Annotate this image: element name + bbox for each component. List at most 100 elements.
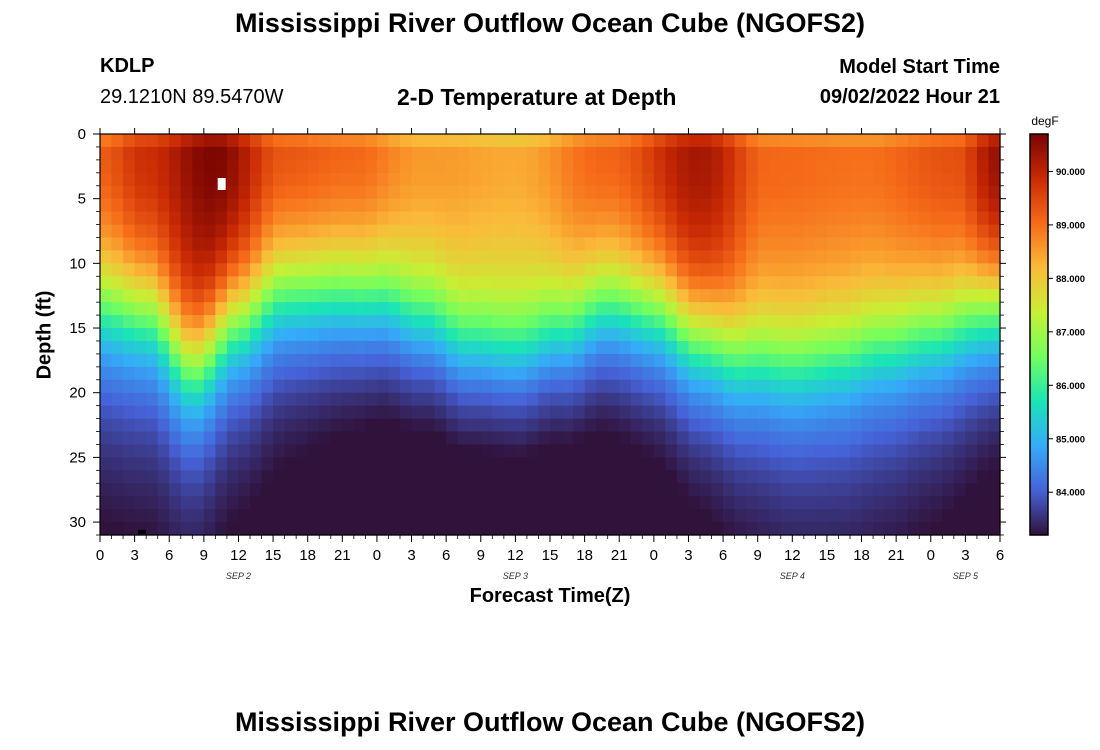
heatmap-cell <box>803 198 816 213</box>
heatmap-cell <box>676 366 690 381</box>
heatmap-cell <box>100 250 113 264</box>
heatmap-cell <box>353 315 366 329</box>
heatmap-cell <box>665 315 678 329</box>
heatmap-cell <box>400 405 413 420</box>
heatmap-cell <box>180 509 193 523</box>
heatmap-cell <box>953 418 966 433</box>
heatmap-cell <box>423 392 436 407</box>
heatmap-cell <box>469 328 482 342</box>
heatmap-cell <box>238 146 251 161</box>
heatmap-cell <box>607 392 620 407</box>
heatmap-cell <box>284 405 297 420</box>
heatmap-cell <box>319 172 332 187</box>
heatmap-cell <box>734 431 747 446</box>
heatmap-cell <box>723 198 736 213</box>
heatmap-cell <box>492 418 505 433</box>
heatmap-cell <box>630 302 643 316</box>
heatmap-cell <box>596 431 609 446</box>
heatmap-cell <box>261 418 274 433</box>
heatmap-cell <box>573 405 586 420</box>
heatmap-cell <box>653 392 666 407</box>
heatmap-cell <box>342 198 355 213</box>
heatmap-cell <box>930 444 943 458</box>
heatmap-cell <box>688 328 701 342</box>
heatmap-cell <box>780 353 793 368</box>
heatmap-cell <box>769 431 782 446</box>
heatmap-cell <box>388 328 401 342</box>
heatmap-cell <box>365 211 378 226</box>
heatmap-cell <box>376 379 390 394</box>
heatmap-cell <box>342 340 355 355</box>
heatmap-cell <box>480 483 493 497</box>
heatmap-cell <box>388 379 401 394</box>
heatmap-cell <box>307 418 320 433</box>
heatmap-cell <box>700 483 713 497</box>
heatmap-cell <box>734 159 747 174</box>
heatmap-cell <box>642 470 655 484</box>
heatmap-cell <box>584 444 597 458</box>
heatmap-cell <box>665 444 678 458</box>
heatmap-cell <box>100 276 113 290</box>
heatmap-cell <box>192 211 205 226</box>
heatmap-cell <box>930 159 943 174</box>
heatmap-cell <box>700 146 713 161</box>
heatmap-cell <box>757 509 770 523</box>
heatmap-cell <box>400 276 413 290</box>
heatmap-cell <box>492 457 505 471</box>
heatmap-cell <box>803 444 816 458</box>
heatmap-cell <box>607 509 620 523</box>
heatmap-cell <box>134 276 147 290</box>
heatmap-cell <box>111 159 124 174</box>
heatmap-cell <box>907 457 920 471</box>
heatmap-cell <box>607 457 620 471</box>
heatmap-cell <box>492 483 505 497</box>
heatmap-cell <box>607 431 620 446</box>
heatmap-cell <box>503 289 516 303</box>
heatmap-cell <box>665 457 678 471</box>
heatmap-cell <box>480 457 493 471</box>
heatmap-cell <box>250 470 263 484</box>
heatmap-cell <box>284 353 297 368</box>
heatmap-cell <box>573 392 586 407</box>
heatmap-cell <box>942 353 955 368</box>
heatmap-cell <box>769 457 782 471</box>
heatmap-cell <box>780 315 793 329</box>
heatmap-cell <box>573 457 586 471</box>
heatmap-cell <box>953 289 966 303</box>
heatmap-cell <box>550 444 563 458</box>
heatmap-cell <box>446 185 459 200</box>
heatmap-cell <box>930 418 943 433</box>
heatmap-cell <box>296 159 309 174</box>
heatmap-cell <box>746 224 759 239</box>
heatmap-cell <box>642 405 655 420</box>
heatmap-cell <box>850 431 863 446</box>
heatmap-cell <box>884 134 897 148</box>
heatmap-cell <box>919 172 932 187</box>
heatmap-cell <box>446 483 459 497</box>
heatmap-cell <box>515 509 528 523</box>
heatmap-cell <box>769 159 782 174</box>
heatmap-cell <box>411 522 424 536</box>
heatmap-cell <box>469 418 482 433</box>
heatmap-cell <box>953 496 966 510</box>
heatmap-cell <box>365 302 378 316</box>
heatmap-cell <box>711 250 724 264</box>
heatmap-cell <box>826 522 840 536</box>
heatmap-cell <box>815 496 828 510</box>
heatmap-cell <box>711 224 724 239</box>
heatmap-cell <box>573 353 586 368</box>
heatmap-cell <box>342 483 355 497</box>
heatmap-cell <box>526 211 540 226</box>
heatmap-cell <box>746 289 759 303</box>
heatmap-cell <box>111 509 124 523</box>
heatmap-cell <box>492 496 505 510</box>
heatmap-cell <box>330 237 343 252</box>
heatmap-cell <box>480 431 493 446</box>
heatmap-cell <box>192 470 205 484</box>
heatmap-cell <box>884 302 897 316</box>
heatmap-cell <box>919 457 932 471</box>
heatmap-cell <box>988 470 1001 484</box>
heatmap-cell <box>930 185 943 200</box>
heatmap-cell <box>965 289 978 303</box>
heatmap-cell <box>907 496 920 510</box>
